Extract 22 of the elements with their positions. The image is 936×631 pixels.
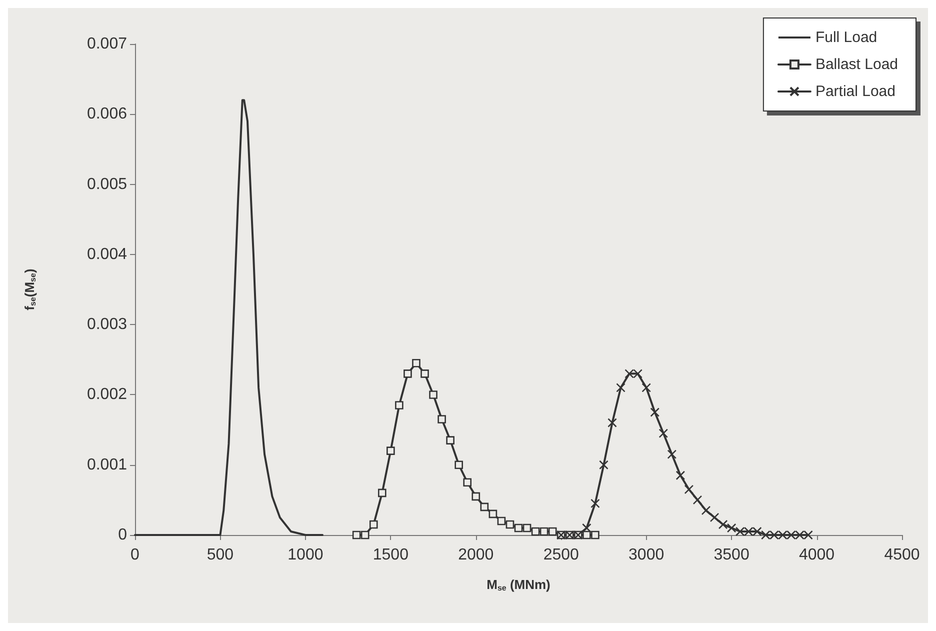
y-tick-label: 0.004 [86,246,128,263]
x-tick-label: 2000 [458,546,494,564]
y-tick-label: 0 [118,526,128,544]
x-tick-label: 2500 [543,546,580,564]
x-tick-label: 0 [130,546,140,564]
x-tick-label: 4000 [798,546,835,564]
y-tick-label: 0.003 [86,316,128,334]
legend-label: Partial Load [815,83,896,100]
legend-label: Full Load [815,29,878,46]
y-axis-title: fse(Mse) [22,268,38,310]
y-tick-label: 0.006 [86,106,128,123]
y-tick-label: 0.005 [86,176,128,193]
legend-label: Ballast Load [815,56,898,73]
x-tick-label: 3500 [714,546,750,564]
x-tick-label: 4500 [884,546,920,564]
x-tick-label: 1000 [288,546,324,564]
x-tick-label: 1500 [372,546,409,564]
x-tick-label: 500 [206,546,234,564]
y-tick-label: 0.002 [86,386,128,404]
y-tick-label: 0.001 [86,456,128,474]
y-tick-label: 0.007 [86,36,128,52]
x-tick-label: 3000 [628,546,664,564]
